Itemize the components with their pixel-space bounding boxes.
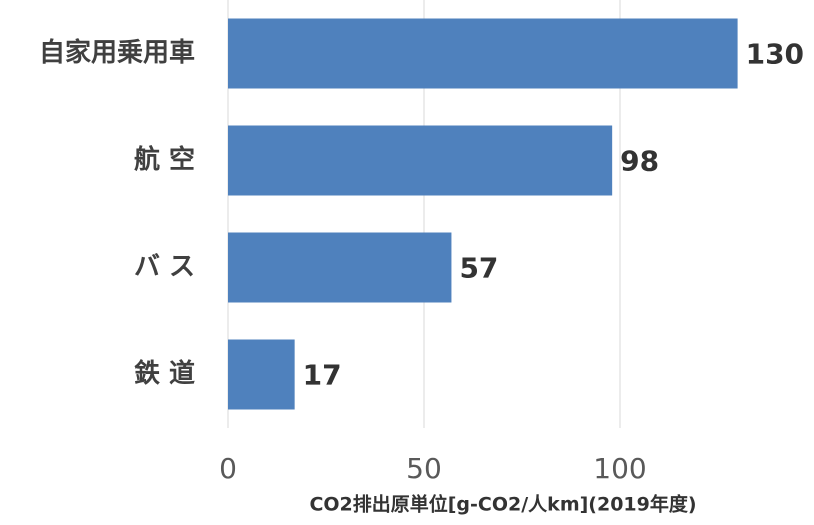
value-label: 130 — [746, 38, 804, 71]
x-tick-label: 50 — [406, 452, 442, 485]
bar — [228, 232, 452, 303]
y-tick-label: 航 空 — [134, 144, 195, 175]
y-tick-label: バ ス — [134, 252, 195, 282]
bar — [228, 18, 738, 89]
x-tick-label: 0 — [219, 452, 237, 485]
value-label: 57 — [459, 252, 498, 285]
bar — [228, 125, 613, 196]
y-tick-label: 鉄 道 — [134, 358, 195, 389]
y-tick-label: 自家用乗用車 — [39, 37, 195, 68]
bar — [228, 339, 295, 410]
value-label: 17 — [303, 359, 342, 392]
value-label: 98 — [620, 145, 659, 178]
x-tick-label: 100 — [593, 452, 646, 485]
x-axis-label: CO2排出原単位[g-CO2/人km](2019年度) — [309, 493, 696, 516]
